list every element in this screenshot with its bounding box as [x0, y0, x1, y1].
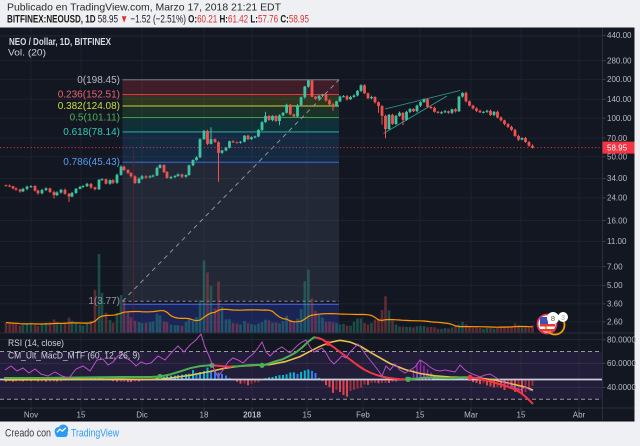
svg-text:0.236(152.51): 0.236(152.51)	[58, 90, 120, 101]
svg-text:200.00: 200.00	[607, 75, 632, 84]
svg-text:Creado con: Creado con	[5, 428, 51, 440]
svg-text:60.0000: 60.0000	[607, 359, 636, 368]
svg-text:58.95: 58.95	[607, 144, 628, 153]
svg-text:3: 3	[561, 313, 565, 322]
svg-text:Vol. (20): Vol. (20)	[8, 48, 46, 58]
svg-text:100.00: 100.00	[607, 114, 632, 123]
svg-text:0(198.45): 0(198.45)	[77, 75, 120, 86]
svg-text:15: 15	[517, 411, 526, 420]
svg-text:Dic: Dic	[136, 411, 148, 420]
svg-text:15: 15	[416, 411, 425, 420]
svg-text:40.0000: 40.0000	[607, 383, 636, 392]
svg-text:16.00: 16.00	[607, 216, 628, 225]
svg-text:2018: 2018	[243, 411, 261, 420]
svg-text:80.0000: 80.0000	[607, 335, 636, 344]
svg-text:5.00: 5.00	[607, 281, 623, 290]
svg-text:50.00: 50.00	[607, 153, 628, 162]
svg-text:Abr: Abr	[573, 411, 586, 420]
svg-text:NEO / Dollar, 1D, BITFINEX: NEO / Dollar, 1D, BITFINEX	[9, 37, 111, 48]
svg-text:24.00: 24.00	[607, 194, 628, 203]
svg-text:Nov: Nov	[24, 411, 38, 420]
svg-text:Publicado en TradingView.com,: Publicado en TradingView.com, Marzo 17, …	[7, 2, 282, 14]
svg-text:8: 8	[551, 314, 555, 323]
svg-text:CM_Ult_MacD_MTF (60, 12, 26, 9: CM_Ult_MacD_MTF (60, 12, 26, 9)	[8, 351, 140, 361]
svg-text:3.60: 3.60	[607, 300, 623, 309]
svg-text:1(3.77): 1(3.77)	[88, 296, 120, 307]
svg-text:440.00: 440.00	[607, 31, 632, 40]
svg-text:34.00: 34.00	[607, 174, 628, 183]
svg-text:11.00: 11.00	[607, 237, 627, 246]
svg-text:Feb: Feb	[356, 411, 370, 420]
svg-text:Mar: Mar	[464, 411, 478, 420]
svg-text:15: 15	[303, 411, 312, 420]
svg-text:BITFINEX:NEOUSD, 1D 58.95 ▼ −1: BITFINEX:NEOUSD, 1D 58.95 ▼ −1.52 (−2.51…	[7, 14, 309, 26]
svg-text:7.00: 7.00	[607, 262, 623, 271]
svg-text:RSI (14, close): RSI (14, close)	[8, 338, 64, 348]
svg-text:70.00: 70.00	[607, 134, 628, 143]
svg-text:TradingView: TradingView	[71, 428, 119, 440]
svg-text:0.786(45.43): 0.786(45.43)	[63, 157, 120, 168]
svg-text:0.618(78.14): 0.618(78.14)	[63, 127, 120, 138]
svg-text:140.00: 140.00	[607, 95, 632, 104]
svg-text:0.382(124.08): 0.382(124.08)	[58, 101, 120, 112]
svg-text:15: 15	[77, 411, 86, 420]
svg-text:18: 18	[200, 411, 209, 420]
svg-text:280.00: 280.00	[607, 56, 632, 65]
svg-text:2.60: 2.60	[607, 318, 623, 327]
svg-text:0.5(101.11): 0.5(101.11)	[70, 113, 120, 124]
